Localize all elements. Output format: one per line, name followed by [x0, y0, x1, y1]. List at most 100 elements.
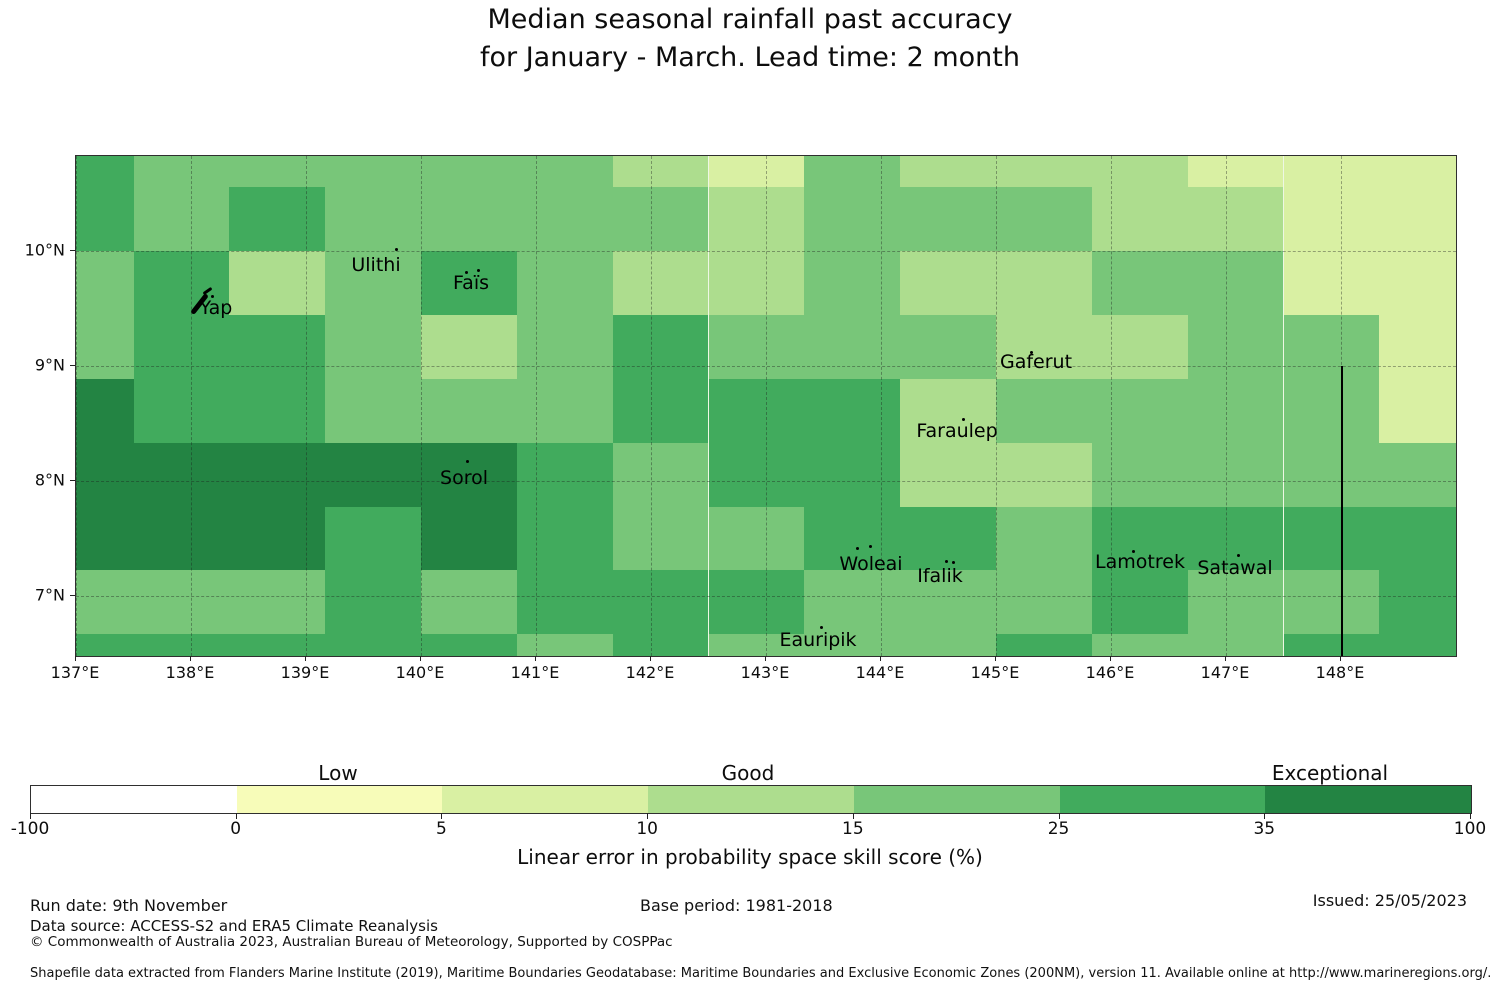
island-label: Ulithi	[351, 254, 401, 276]
map-cell	[325, 442, 421, 507]
x-axis-tick-label: 148°E	[1315, 663, 1365, 682]
footer-run-date: Run date: 9th November	[30, 896, 228, 915]
map-cell	[516, 378, 613, 443]
map-cell	[325, 378, 421, 443]
map-cell	[1091, 506, 1188, 571]
map-cell	[1187, 378, 1284, 443]
map-cell	[708, 378, 805, 443]
map-cell	[1091, 187, 1188, 251]
map-cell	[76, 506, 134, 571]
y-axis-tick	[70, 595, 75, 596]
x-axis-tick-label: 147°E	[1200, 663, 1250, 682]
map-cell	[133, 251, 230, 315]
map-cell	[133, 378, 230, 443]
map-cell	[421, 314, 517, 379]
y-axis-tick	[70, 250, 75, 251]
map-cell	[516, 506, 613, 571]
map-gridline-horizontal	[76, 596, 1456, 597]
map-cell	[804, 442, 901, 507]
map-cell	[421, 156, 517, 188]
map-cell	[229, 570, 326, 635]
x-axis-tick-label: 137°E	[50, 663, 100, 682]
colorbar-tick-label: -100	[10, 819, 50, 839]
island-marker-dot	[211, 295, 214, 298]
map-cell	[900, 187, 996, 251]
map-cell	[1283, 442, 1380, 507]
map-cell	[229, 314, 326, 379]
map-cell	[900, 378, 996, 443]
colorbar-zone-label: Good	[721, 761, 775, 785]
map-cell	[1091, 378, 1188, 443]
chart-title-line-2: for January - March. Lead time: 2 month	[480, 42, 1020, 73]
colorbar-tick	[1264, 813, 1266, 819]
map-cell	[133, 570, 230, 635]
map-cell	[421, 634, 517, 656]
map-cell	[1379, 378, 1456, 443]
map-gridline-horizontal	[76, 366, 1456, 367]
map-cell	[1283, 187, 1380, 251]
map-gridline-vertical	[996, 156, 997, 656]
map-cell	[1091, 442, 1188, 507]
map-cell	[612, 570, 709, 635]
island-marker-dot	[856, 547, 859, 550]
colorbar-tick	[1058, 813, 1060, 819]
map-cell	[1379, 506, 1456, 571]
map-cell	[996, 570, 1092, 635]
y-axis-tick-label: 9°N	[34, 355, 65, 375]
colorbar-tick	[30, 813, 31, 819]
map-gridline-vertical	[1111, 156, 1112, 656]
map-cell	[325, 187, 421, 251]
x-axis-tick-label: 144°E	[855, 663, 905, 682]
colorbar-tick-label: 25	[1047, 819, 1070, 839]
map-cell	[1187, 251, 1284, 315]
map-gridline-vertical	[536, 156, 537, 656]
map-cell	[229, 634, 326, 656]
footer-issued-date: Issued: 25/05/2023	[1312, 891, 1467, 910]
colorbar-segment	[31, 786, 237, 813]
x-axis-tick-label: 145°E	[970, 663, 1020, 682]
island-label: Eauripik	[779, 629, 857, 651]
map-cell	[1091, 570, 1188, 635]
map-cell	[516, 314, 613, 379]
map-cell	[708, 251, 805, 315]
map-gridline-vertical	[76, 156, 77, 656]
map-cell	[900, 251, 996, 315]
y-axis-tick-label: 10°N	[24, 240, 65, 260]
map-cell	[1187, 156, 1284, 188]
map-cell	[325, 634, 421, 656]
colorbar-zone-label: Exceptional	[1271, 761, 1389, 785]
map-cell	[325, 314, 421, 379]
colorbar-tick	[1470, 813, 1471, 819]
colorbar-caption: Linear error in probability space skill …	[517, 845, 983, 869]
map-cell	[133, 314, 230, 379]
yap-island-shape	[190, 286, 221, 320]
map-cell	[325, 570, 421, 635]
map-cell	[1379, 187, 1456, 251]
y-axis-tick	[70, 480, 75, 481]
map-cell	[1283, 570, 1380, 635]
x-axis-tick	[190, 656, 191, 661]
colorbar-zone-label: Low	[318, 761, 358, 785]
colorbar-tick-label: 15	[842, 819, 864, 839]
map-cell	[708, 187, 805, 251]
x-axis-tick-label: 138°E	[165, 663, 215, 682]
map-cell	[1091, 314, 1188, 379]
y-axis-tick-label: 8°N	[34, 470, 65, 490]
x-axis-tick	[420, 656, 421, 661]
colorbar-tick-label: 5	[436, 819, 447, 839]
island-label: Lamotrek	[1095, 551, 1185, 573]
island-marker-dot	[465, 271, 468, 274]
colorbar	[30, 785, 1472, 814]
map-cell	[421, 570, 517, 635]
map-cell	[612, 378, 709, 443]
map-cell	[1091, 634, 1188, 656]
map-cell	[229, 187, 326, 251]
map-cell	[133, 506, 230, 571]
map-cell	[804, 187, 901, 251]
colorbar-tick	[235, 813, 237, 819]
map-cell	[229, 442, 326, 507]
map-cell	[612, 187, 709, 251]
map-cell	[612, 314, 709, 379]
map-cell	[1283, 506, 1380, 571]
map-cell	[229, 506, 326, 571]
